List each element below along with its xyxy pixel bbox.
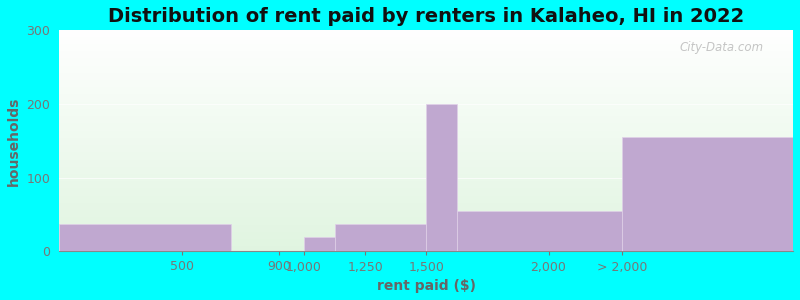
X-axis label: rent paid ($): rent paid ($) xyxy=(377,279,476,293)
Bar xyxy=(622,137,793,251)
Bar xyxy=(426,104,457,251)
Text: City-Data.com: City-Data.com xyxy=(679,41,764,54)
Bar xyxy=(334,224,426,251)
Bar xyxy=(59,224,230,251)
Bar xyxy=(457,211,622,251)
Bar xyxy=(304,237,334,251)
Title: Distribution of rent paid by renters in Kalaheo, HI in 2022: Distribution of rent paid by renters in … xyxy=(108,7,744,26)
Y-axis label: households: households xyxy=(7,96,21,186)
